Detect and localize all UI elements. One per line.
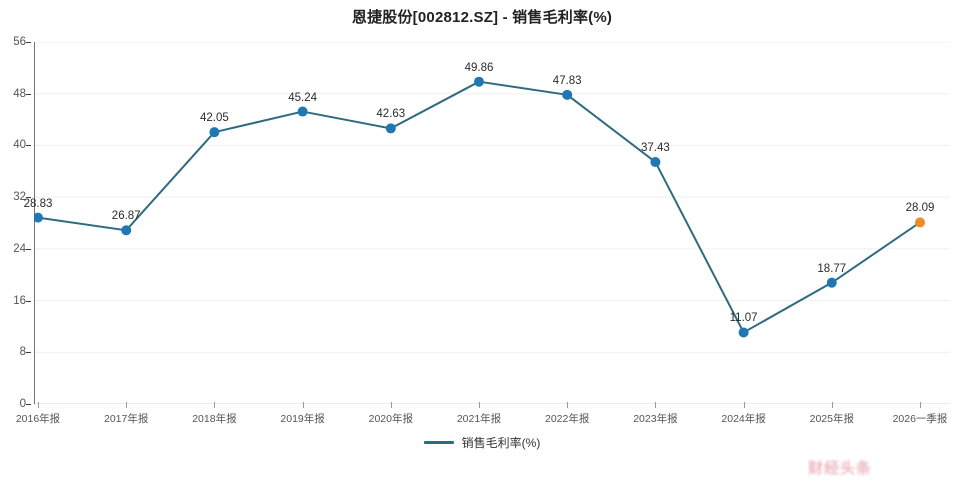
legend-line-swatch xyxy=(423,441,454,444)
y-axis-tick-label: 8 xyxy=(19,346,26,359)
watermark: 财经头条 xyxy=(808,454,958,484)
x-axis-tick-label: 2018年报 xyxy=(192,413,237,425)
y-axis-tick-mark xyxy=(26,42,31,43)
legend-label: 销售毛利率(%) xyxy=(461,436,541,450)
legend-item[interactable]: 销售毛利率(%) xyxy=(423,434,541,451)
data-point-marker[interactable] xyxy=(297,106,308,117)
x-axis-tick-mark xyxy=(567,402,569,408)
data-point-label: 42.05 xyxy=(200,112,229,125)
data-point-label: 37.43 xyxy=(641,142,670,155)
y-axis-tick-label: 56 xyxy=(13,36,26,48)
x-axis-tick-label: 2026一季报 xyxy=(892,413,948,425)
data-point-label: 18.77 xyxy=(817,262,847,275)
watermark-text: 财经头条 xyxy=(808,460,873,477)
x-axis-tick-mark xyxy=(479,402,480,408)
data-point-label: 26.87 xyxy=(111,210,141,223)
x-axis-tick-label: 2022年报 xyxy=(545,413,590,425)
x-axis-tick-mark xyxy=(831,402,833,408)
x-axis: 2016年报 2017年报 2018年报 2019年报 2020年报 2021年报 2022… xyxy=(16,402,950,431)
data-point-label: 28.83 xyxy=(23,197,53,210)
data-point-marker[interactable] xyxy=(826,277,837,288)
x-axis-tick-mark xyxy=(655,402,657,408)
x-axis-tick-label: 2021年报 xyxy=(456,413,502,425)
legend[interactable]: 销售毛利率(%) xyxy=(0,434,964,451)
data-point-label: 42.63 xyxy=(376,108,406,121)
y-axis-tick-mark xyxy=(26,300,31,302)
data-point-marker[interactable] xyxy=(738,327,749,338)
data-point-marker[interactable] xyxy=(474,76,484,87)
y-axis-tick-label: 24 xyxy=(13,242,26,255)
x-axis-tick-mark xyxy=(743,402,745,408)
data-point-label: 45.24 xyxy=(288,91,317,104)
y-axis-tick-label: 32 xyxy=(13,191,26,204)
x-axis-tick-mark xyxy=(920,402,921,408)
gridlines xyxy=(34,42,950,404)
x-axis-tick-mark xyxy=(390,402,392,408)
series-line-sales-gross-margin[interactable] xyxy=(34,42,950,404)
data-point-marker[interactable] xyxy=(121,225,132,236)
y-axis-tick-label: 0 xyxy=(19,398,26,410)
y-axis-tick-mark xyxy=(26,93,31,95)
data-point-label: 28.09 xyxy=(905,202,935,215)
x-axis-tick-mark xyxy=(38,402,39,408)
series-polyline xyxy=(37,80,921,334)
y-axis-tick-mark xyxy=(26,145,31,147)
y-axis-tick-mark xyxy=(26,404,31,405)
data-point-marker[interactable] xyxy=(562,89,573,100)
y-axis-tick-label: 48 xyxy=(13,87,26,100)
x-axis-tick-label: 2024年报 xyxy=(721,413,766,425)
data-point-marker[interactable] xyxy=(34,212,43,223)
x-axis-tick-mark xyxy=(302,402,304,408)
x-axis-tick-label: 2016年报 xyxy=(15,413,61,425)
x-axis-tick-mark xyxy=(214,402,216,408)
data-point-marker[interactable] xyxy=(385,123,396,134)
x-axis-tick-label: 2017年报 xyxy=(104,413,149,425)
y-axis: 0 8 16 24 32 40 48 56 xyxy=(0,36,31,410)
data-point-label: 49.86 xyxy=(464,61,494,74)
y-axis-tick-mark xyxy=(26,248,31,250)
data-point-label: 11.07 xyxy=(729,312,758,325)
y-axis-tick-mark xyxy=(26,352,31,354)
plot-area: 28.83 26.87 42.05 45.24 42.63 49.86 47.83 37.43… xyxy=(24,42,950,404)
x-axis-tick-label: 2019年报 xyxy=(280,413,325,425)
x-axis-tick-label: 2025年报 xyxy=(809,413,854,425)
y-axis-tick-mark xyxy=(26,197,31,199)
data-point-label: 47.83 xyxy=(552,74,582,87)
x-axis-tick-mark xyxy=(126,402,128,408)
y-axis-tick-label: 40 xyxy=(13,139,26,152)
x-axis-tick-label: 2020年报 xyxy=(368,413,413,425)
data-point-marker[interactable] xyxy=(915,217,925,228)
y-axis-tick-label: 16 xyxy=(13,294,26,307)
data-point-marker[interactable] xyxy=(650,157,661,168)
x-axis-tick-label: 2023年报 xyxy=(633,413,678,425)
data-point-marker[interactable] xyxy=(209,127,220,138)
chart-title: 恩捷股份[002812.SZ] - 销售毛利率(%) xyxy=(351,9,613,26)
